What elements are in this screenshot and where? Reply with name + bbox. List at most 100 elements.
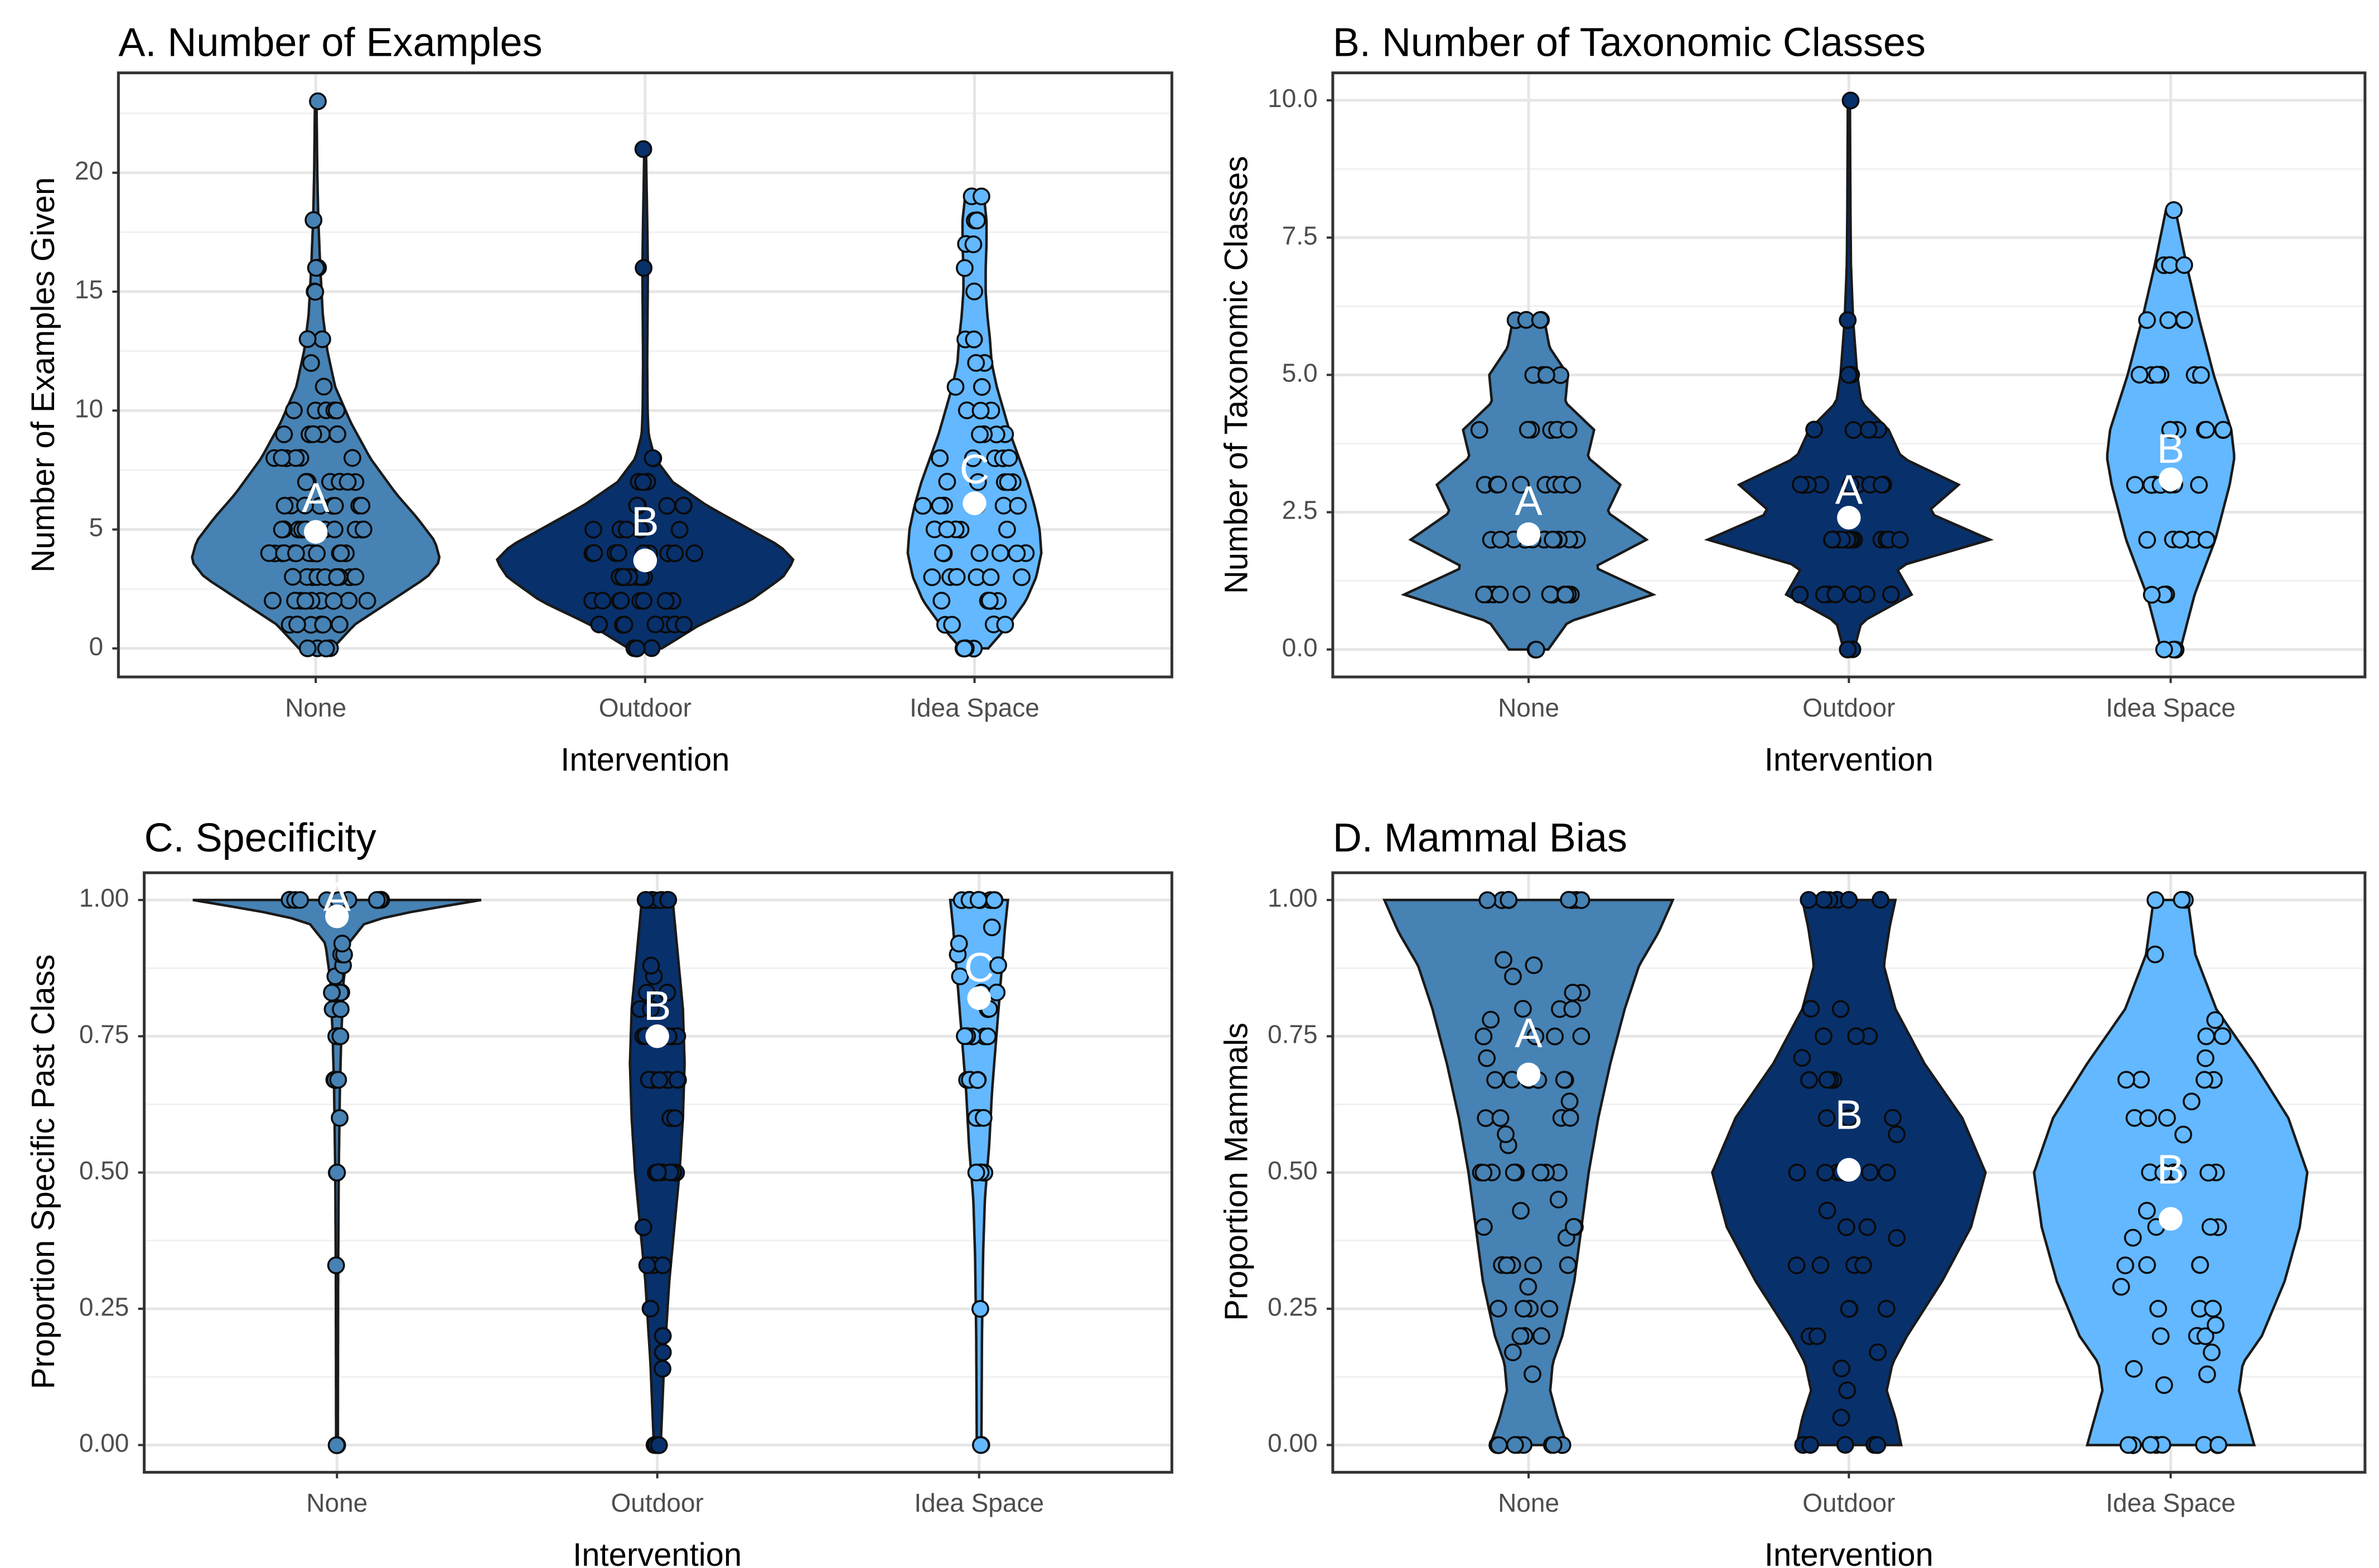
data-point	[1009, 497, 1027, 515]
data-point	[938, 472, 956, 491]
data-point	[298, 330, 317, 349]
data-point	[614, 568, 632, 586]
data-point	[2161, 420, 2179, 439]
data-point	[1878, 1163, 1896, 1182]
data-point	[1818, 1201, 1836, 1219]
data-point	[1512, 1202, 1530, 1220]
data-point	[642, 1000, 660, 1018]
data-point	[323, 984, 341, 1002]
data-point	[638, 1256, 656, 1275]
data-point	[1013, 568, 1031, 587]
y-axis-label: Number of Examples Given	[25, 177, 61, 573]
data-point	[2155, 1376, 2173, 1394]
data-point	[979, 1027, 997, 1046]
data-point	[1504, 967, 1522, 986]
y-tick-label: 0.0	[1282, 633, 1318, 662]
data-point	[1489, 1299, 1507, 1318]
data-point	[2141, 1436, 2160, 1454]
data-point	[1839, 640, 1857, 659]
data-point	[654, 1343, 672, 1362]
data-point	[1549, 1190, 1568, 1209]
y-axis-label: Proportion Specific Past Class	[25, 954, 61, 1389]
data-point	[646, 615, 665, 633]
data-point	[1869, 1343, 1887, 1362]
data-point	[2146, 891, 2165, 909]
data-point	[956, 1027, 974, 1046]
data-point	[2191, 1256, 2209, 1274]
data-point	[991, 544, 1009, 562]
data-point	[967, 354, 985, 372]
data-point	[1475, 585, 1493, 604]
data-point	[628, 496, 646, 515]
data-layer: A B B	[1382, 891, 2309, 1454]
data-point	[654, 1327, 672, 1345]
data-point	[2138, 311, 2156, 329]
data-point	[273, 449, 291, 467]
y-tick-label: 0.75	[79, 1020, 129, 1049]
data-point	[1859, 420, 1878, 439]
y-tick-label: 0.00	[79, 1429, 129, 1458]
data-point	[346, 568, 365, 586]
data-point	[1838, 1218, 1855, 1236]
mean-point	[645, 1024, 669, 1048]
data-point	[983, 918, 1001, 937]
data-point	[1491, 530, 1510, 549]
data-point	[965, 282, 983, 301]
data-point	[1563, 476, 1582, 494]
data-point	[2196, 1327, 2214, 1346]
data-point	[634, 473, 652, 491]
y-tick-label: 1.00	[1268, 883, 1318, 912]
plot-frame	[117, 71, 1173, 679]
data-point	[1861, 1163, 1879, 1182]
data-point	[946, 378, 965, 396]
data-point	[654, 1359, 671, 1378]
data-point	[1560, 1092, 1579, 1111]
data-point	[1888, 1125, 1906, 1144]
data-point	[612, 592, 630, 610]
data-point	[1815, 891, 1833, 909]
data-point	[330, 616, 349, 633]
data-point	[2206, 1011, 2225, 1029]
data-point	[1872, 891, 1890, 909]
data-point	[2125, 1359, 2143, 1378]
group-letter: B	[1835, 1092, 1863, 1138]
group-letter: A	[302, 475, 330, 521]
data-point	[1527, 641, 1545, 659]
data-point	[1840, 1300, 1858, 1318]
data-point	[923, 568, 941, 587]
data-point	[296, 496, 314, 515]
data-point	[635, 259, 653, 277]
data-point	[1532, 1327, 1550, 1345]
data-point	[593, 592, 612, 610]
x-tick-label: Idea Space	[2106, 1488, 2236, 1517]
data-point	[634, 1218, 652, 1236]
data-point	[2151, 1327, 2170, 1346]
data-point	[658, 984, 676, 1001]
data-point	[981, 568, 1000, 587]
group-letter: A	[1515, 477, 1543, 524]
x-tick-label: None	[1498, 693, 1559, 722]
data-point	[1815, 1027, 1832, 1046]
data-point	[1512, 476, 1530, 494]
x-tick-label: None	[306, 1488, 368, 1517]
data-point	[1008, 544, 1026, 563]
y-tick-label: 0.75	[1268, 1020, 1318, 1049]
data-point	[641, 1299, 660, 1318]
data-point	[970, 544, 989, 562]
data-point	[288, 615, 306, 633]
panel-title: B. Number of Taxonomic Classes	[1333, 21, 1926, 65]
data-point	[2126, 476, 2144, 494]
data-point	[1477, 1109, 1495, 1127]
data-point	[339, 473, 357, 491]
data-point	[326, 497, 344, 515]
data-point	[968, 211, 986, 230]
data-point	[2112, 1277, 2130, 1296]
data-point	[969, 473, 987, 491]
data-point	[327, 1256, 345, 1275]
data-point	[1512, 585, 1531, 603]
data-point	[1511, 1327, 1530, 1346]
x-tick-label: Outdoor	[611, 1488, 704, 1517]
data-point	[617, 520, 636, 539]
data-point	[955, 259, 974, 277]
